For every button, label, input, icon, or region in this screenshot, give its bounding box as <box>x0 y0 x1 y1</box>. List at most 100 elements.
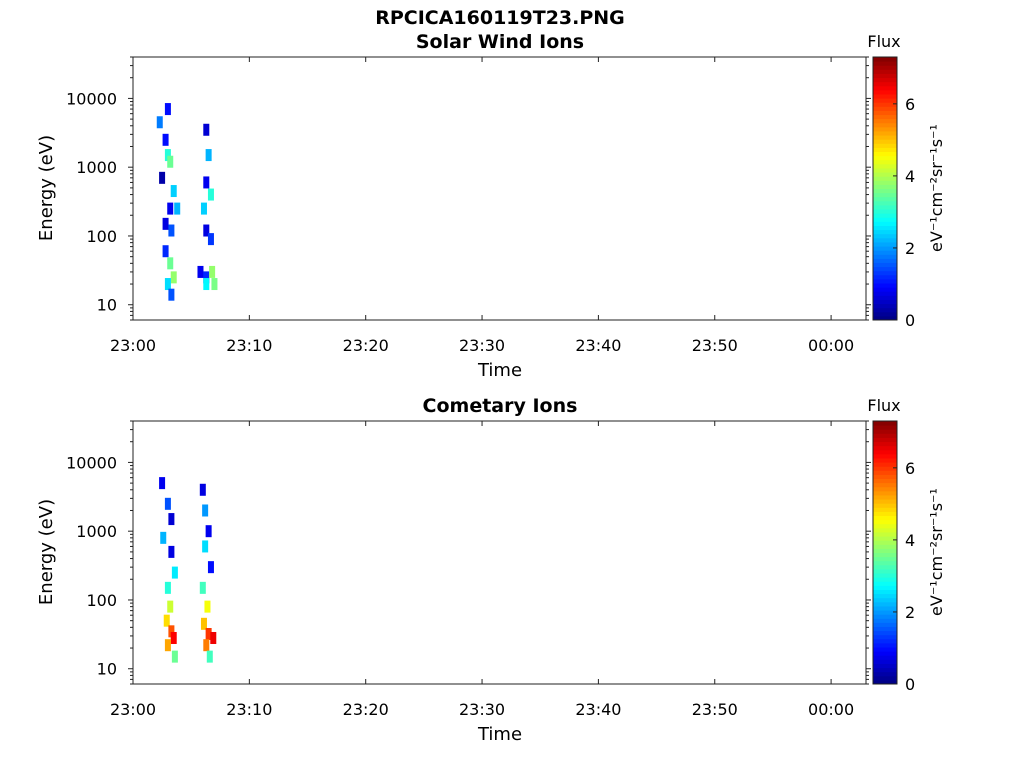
heatmap-cell <box>205 525 212 538</box>
y-tick-label: 10000 <box>66 453 117 472</box>
colorbar-step <box>873 295 897 300</box>
colorbar-step <box>873 102 897 107</box>
colorbar: 0 2 4 6 <box>872 56 915 330</box>
panel-cometary: Cometary Ions 23:00 23:10 23:20 23:30 23:40 2… <box>36 395 946 745</box>
colorbar-step <box>873 287 897 292</box>
colorbar-step <box>873 618 897 623</box>
colorbar-step <box>873 254 897 259</box>
x-tick-label: 23:10 <box>226 336 272 355</box>
colorbar-tick-label: 2 <box>905 603 915 622</box>
colorbar-step <box>873 274 897 280</box>
colorbar-step <box>873 531 897 537</box>
colorbar-tick-label: 0 <box>905 311 915 330</box>
heatmap-cell <box>156 116 163 129</box>
heatmap-cell <box>168 288 175 301</box>
colorbar-step <box>873 291 897 296</box>
colorbar-step <box>873 204 897 210</box>
colorbar-step <box>873 421 897 426</box>
colorbar-step <box>873 536 897 541</box>
colorbar-step <box>873 122 897 128</box>
heatmap-cell <box>206 650 213 663</box>
colorbar-step <box>873 556 897 562</box>
colorbar-step <box>873 188 897 194</box>
panel-title: Solar Wind Ions <box>416 31 584 53</box>
colorbar-step <box>873 106 897 111</box>
heatmap-cell <box>162 245 169 258</box>
colorbar-step <box>873 258 897 263</box>
heatmap-cell <box>171 566 178 579</box>
colorbar-step <box>873 167 897 173</box>
heatmap-cell <box>163 614 170 627</box>
y-tick-label: 100 <box>86 227 117 246</box>
heatmap-cell <box>203 278 210 291</box>
heatmap-cell <box>200 202 207 215</box>
x-tick-label: 00:00 <box>808 336 854 355</box>
heatmap-cell <box>210 631 217 644</box>
x-tick-label: 23:50 <box>692 700 738 719</box>
colorbar-frame <box>872 56 898 321</box>
axes: 23:00 23:10 23:20 23:30 23:40 23:50 00:00 10 100… <box>66 420 871 719</box>
colorbar-step <box>873 494 897 500</box>
colorbar-step <box>873 135 897 140</box>
heatmap-cell <box>209 265 216 278</box>
heatmap-cell <box>174 202 181 215</box>
colorbar-step <box>873 630 897 636</box>
colorbar-step <box>873 192 897 198</box>
axes: 23:00 23:10 23:20 23:30 23:40 23:50 00:00 10 100… <box>66 56 871 355</box>
colorbar-step <box>873 482 897 488</box>
colorbar-step <box>873 262 897 268</box>
colorbar-step <box>873 433 897 438</box>
colorbar-step <box>873 437 897 443</box>
colorbar-step <box>873 221 897 226</box>
colorbar-step <box>873 225 897 231</box>
colorbar-step <box>873 659 897 664</box>
colorbar-step <box>873 229 897 235</box>
colorbar-step <box>873 503 897 508</box>
y-axis-label: Energy (eV) <box>36 135 57 241</box>
colorbar-step <box>873 180 897 185</box>
colorbar-step <box>873 548 897 553</box>
heatmap-cell <box>197 265 204 278</box>
heatmap-cell <box>204 600 211 613</box>
colorbar-step <box>873 283 897 288</box>
heatmap-cell <box>164 497 171 510</box>
colorbar-step <box>873 200 897 206</box>
colorbar-step <box>873 581 897 586</box>
colorbar-step <box>873 679 897 685</box>
colorbar-step <box>873 126 897 132</box>
colorbar-step <box>873 270 897 276</box>
colorbar-step <box>873 429 897 434</box>
colorbar-step <box>873 196 897 202</box>
heatmap-cell <box>168 625 175 638</box>
heatmap-cell <box>200 617 207 630</box>
x-tick-label: 23:20 <box>343 700 389 719</box>
colorbar-step <box>873 139 897 144</box>
x-tick-label: 23:30 <box>459 700 505 719</box>
x-tick-label: 23:10 <box>226 700 272 719</box>
colorbar-step <box>873 647 897 652</box>
colorbar-step <box>873 209 897 214</box>
colorbar-step <box>873 311 897 317</box>
heatmap-cell <box>203 639 210 652</box>
colorbar-tick-label: 2 <box>905 239 915 258</box>
y-tick-label: 100 <box>86 591 117 610</box>
heatmap-cell <box>164 639 171 652</box>
heatmap-cell <box>164 581 171 594</box>
colorbar-step <box>873 176 897 181</box>
colorbar-step <box>873 130 897 136</box>
heatmap-cell <box>207 233 214 246</box>
x-tick-label: 23:40 <box>575 700 621 719</box>
heatmap-cell <box>170 185 177 198</box>
colorbar-step <box>873 655 897 660</box>
colorbar-step <box>873 577 897 582</box>
colorbar-step <box>873 552 897 558</box>
colorbar-step <box>873 241 897 247</box>
colorbar-step <box>873 159 897 165</box>
colorbar-step <box>873 540 897 545</box>
colorbar-step <box>873 474 897 480</box>
colorbar-step <box>873 511 897 517</box>
colorbar-tick-label: 4 <box>905 167 915 186</box>
colorbar-step <box>873 441 897 447</box>
figure-title: RPCICA160119T23.PNG <box>375 7 625 29</box>
colorbar-step <box>873 445 897 451</box>
